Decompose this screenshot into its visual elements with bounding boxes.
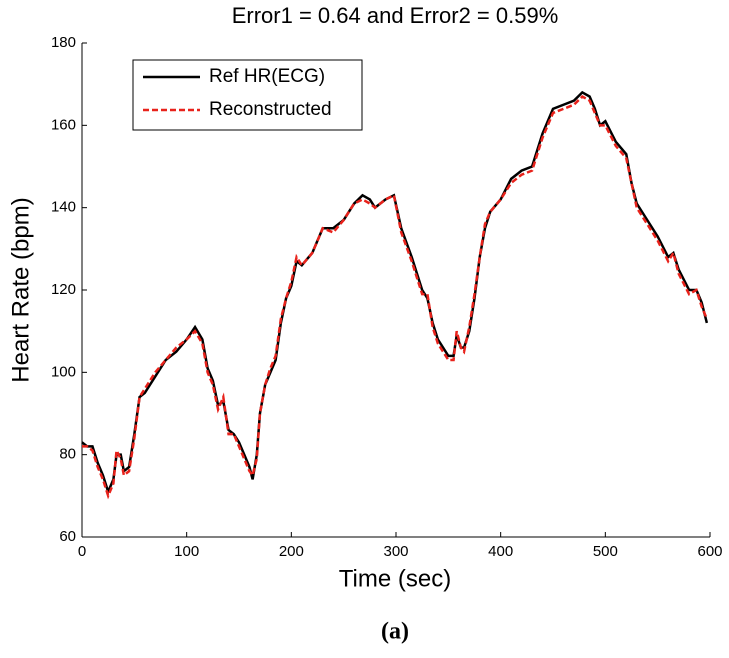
y-tick-label: 120 xyxy=(51,281,76,298)
y-tick-label: 60 xyxy=(59,528,76,545)
x-tick-label: 400 xyxy=(488,543,513,560)
x-tick-label: 300 xyxy=(383,543,408,560)
legend-box xyxy=(132,59,363,131)
series-line xyxy=(82,94,709,500)
legend-label: Reconstructed xyxy=(209,99,332,120)
y-axis-label: Heart Rate (bpm) xyxy=(7,197,34,382)
x-tick-label: 0 xyxy=(78,543,86,560)
caption: (a) xyxy=(381,619,409,645)
x-axis-label: Time (sec) xyxy=(339,565,451,592)
x-tick-label: 600 xyxy=(697,543,722,560)
y-tick-label: 100 xyxy=(51,363,76,380)
chart-title: Error1 = 0.64 and Error2 = 0.59% xyxy=(232,3,559,28)
y-tick-label: 180 xyxy=(51,34,76,51)
x-tick-label: 500 xyxy=(593,543,618,560)
y-tick-label: 140 xyxy=(51,199,76,216)
series-line xyxy=(81,90,709,496)
x-tick-label: 100 xyxy=(174,543,199,560)
legend-label: Ref HR(ECG) xyxy=(209,66,325,87)
y-tick-label: 160 xyxy=(51,116,76,133)
x-tick-label: 200 xyxy=(279,543,304,560)
y-tick-label: 80 xyxy=(59,446,76,463)
